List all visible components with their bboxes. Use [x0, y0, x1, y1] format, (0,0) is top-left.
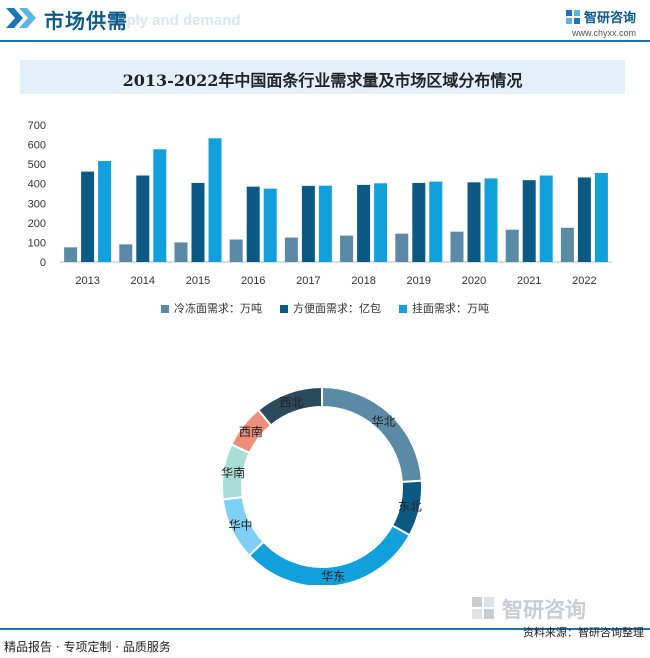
brand-name: 智研咨询	[583, 11, 636, 26]
bar-2013-s1	[81, 171, 95, 262]
donut-label: 东北	[398, 500, 422, 514]
y-tick-label: 300	[28, 198, 46, 210]
section-title: 市场供需	[44, 9, 128, 33]
bar-2020-s1	[467, 182, 481, 262]
bar-2017-s2	[318, 185, 332, 262]
bar-2020-s2	[484, 178, 498, 262]
donut-label: 西北	[280, 395, 304, 409]
donut-slice-西北	[256, 385, 323, 427]
bar-2021-s0	[505, 229, 519, 262]
svg-text:智研咨询: 智研咨询	[502, 598, 586, 622]
header-divider	[0, 40, 650, 42]
source-note: 资料来源：智研咨询整理	[523, 626, 644, 639]
brand-logo-icon	[565, 9, 581, 25]
footer-brand-watermark: 智研咨询	[472, 597, 586, 622]
x-tick-label: 2018	[351, 275, 375, 287]
y-tick-label: 500	[28, 159, 46, 171]
bar-2022-s0	[560, 227, 574, 262]
legend-swatch	[280, 305, 288, 313]
donut-slice-华北	[321, 385, 423, 484]
legend-label: 方便面需求：亿包	[293, 302, 381, 315]
donut-label: 华中	[229, 517, 253, 532]
bar-2018-s2	[374, 183, 388, 262]
footer-slogan: 精品报告 · 专项定制 · 品质服务	[4, 640, 171, 654]
chart-legend: 冷冻面需求：万吨 方便面需求：亿包 挂面需求：万吨	[0, 300, 650, 316]
page-header: Supply and demand 市场供需 智研咨询 www.chyxx.co…	[0, 0, 650, 42]
bar-2022-s1	[577, 177, 591, 262]
x-tick-label: 2019	[407, 275, 431, 287]
bar-2019-s0	[395, 233, 409, 262]
y-tick-label: 100	[28, 237, 46, 249]
x-tick-label: 2015	[186, 275, 210, 287]
bar-2022-s2	[594, 172, 608, 262]
bar-2021-s1	[522, 180, 536, 262]
y-tick-label: 400	[28, 179, 46, 191]
legend-label: 挂面需求：万吨	[412, 302, 489, 315]
legend-swatch	[399, 305, 407, 313]
bar-2014-s1	[136, 175, 150, 262]
bar-2013-s2	[98, 161, 112, 262]
chart-title: 2013-2022年中国面条行业需求量及市场区域分布情况	[122, 71, 523, 90]
x-tick-label: 2013	[75, 275, 99, 287]
donut-label: 西南	[239, 424, 263, 439]
bar-2013-s0	[64, 247, 78, 262]
y-tick-label: 600	[28, 140, 46, 152]
y-tick-label: 700	[28, 120, 46, 132]
brand-url: www.chyxx.com	[571, 28, 636, 38]
legend-item: 冷冻面需求：万吨	[161, 300, 262, 316]
bar-2017-s1	[301, 185, 315, 262]
x-tick-label: 2017	[296, 275, 320, 287]
x-tick-label: 2014	[131, 275, 155, 287]
bar-2019-s1	[412, 182, 426, 262]
bar-2020-s0	[450, 231, 464, 262]
bar-2014-s0	[119, 244, 133, 262]
footer-divider	[0, 628, 650, 630]
chevron-logo-icon	[6, 8, 36, 28]
legend-swatch	[161, 305, 169, 313]
bar-2018-s1	[357, 184, 371, 262]
header-watermark-text: Supply and demand	[98, 12, 241, 29]
bar-2018-s0	[340, 235, 354, 262]
legend-item: 方便面需求：亿包	[280, 300, 381, 316]
bar-2016-s1	[246, 186, 260, 262]
x-tick-label: 2021	[517, 275, 541, 287]
bar-2016-s2	[263, 188, 277, 262]
brand: 智研咨询 www.chyxx.com	[565, 6, 636, 38]
donut-label: 华北	[372, 414, 396, 428]
x-tick-label: 2016	[241, 275, 265, 287]
x-tick-label: 2020	[462, 275, 486, 287]
y-tick-label: 200	[28, 218, 46, 230]
x-tick-label: 2022	[572, 275, 596, 287]
bar-2019-s2	[429, 181, 443, 262]
bar-2015-s1	[191, 182, 205, 262]
bar-2021-s2	[539, 175, 553, 262]
bar-chart: 0 100 200 300 400 500 600 700 2013 2014 2015 2016 20…	[28, 120, 612, 287]
legend-item: 挂面需求：万吨	[399, 300, 489, 316]
bar-2016-s0	[229, 239, 243, 262]
donut-label: 华南	[221, 465, 245, 480]
chart-title-box: 2013-2022年中国面条行业需求量及市场区域分布情况	[20, 60, 625, 94]
bar-2017-s0	[284, 237, 298, 262]
bar-2015-s2	[208, 138, 222, 262]
y-tick-label: 0	[40, 257, 46, 269]
bar-2014-s2	[153, 149, 167, 262]
legend-label: 冷冻面需求：万吨	[174, 302, 262, 315]
donut-label: 华东	[321, 569, 345, 583]
bar-2015-s0	[174, 242, 188, 262]
